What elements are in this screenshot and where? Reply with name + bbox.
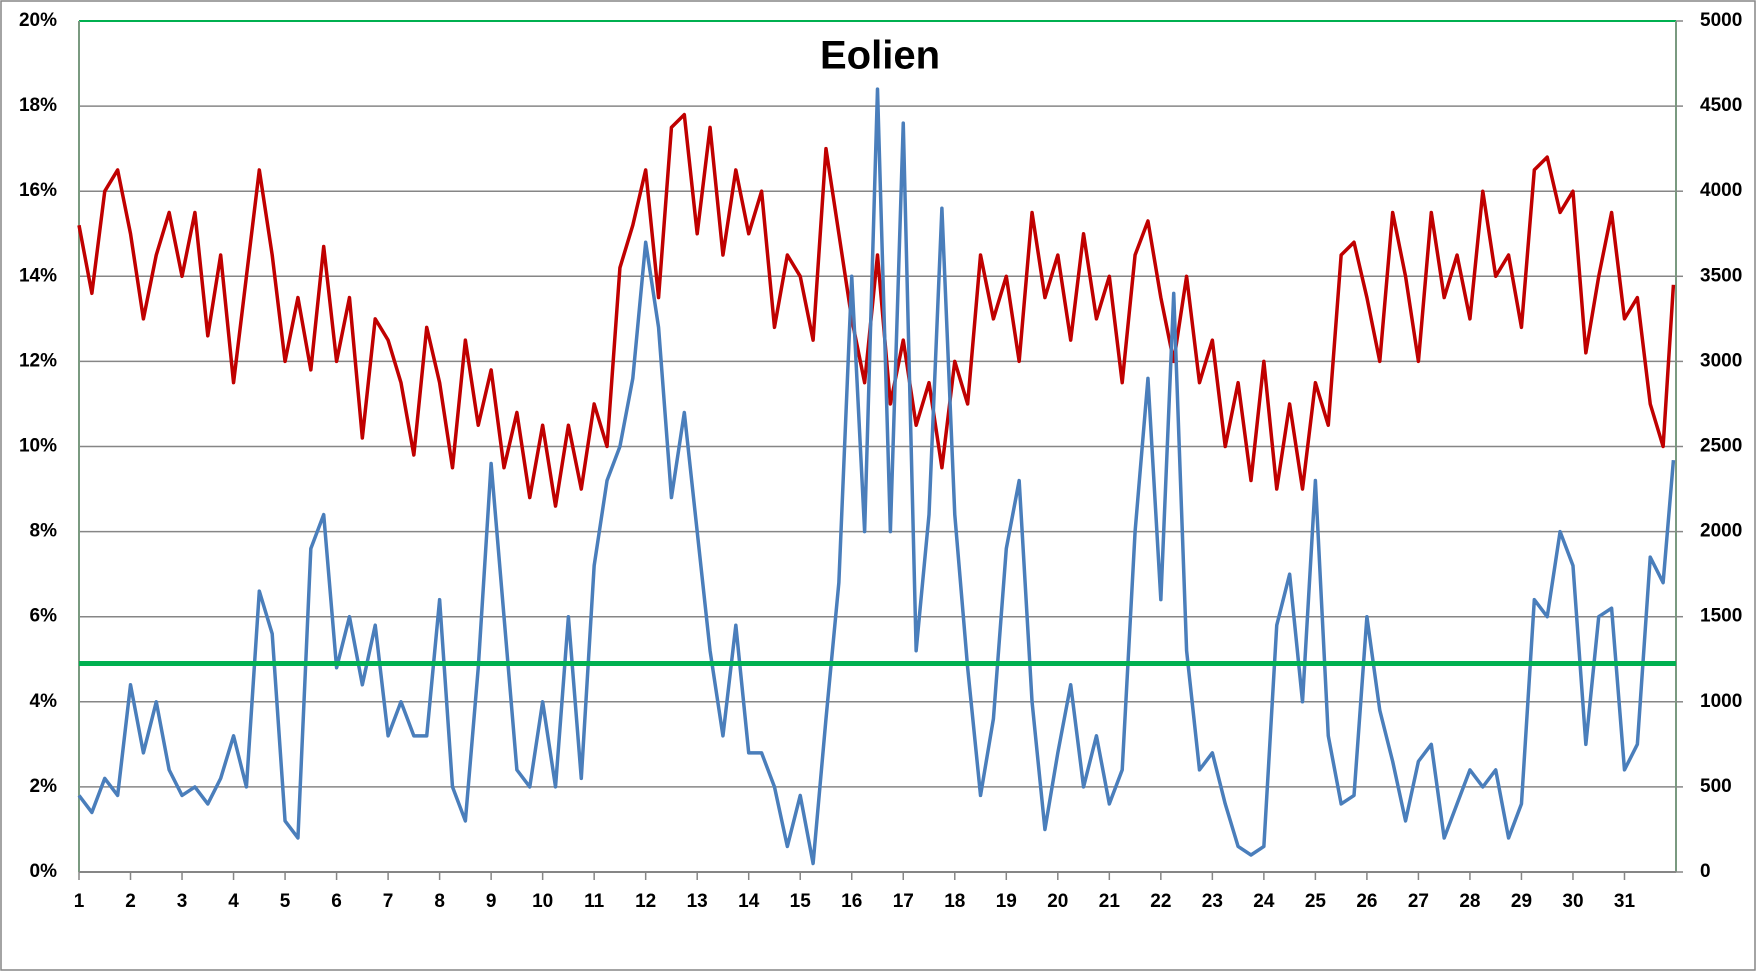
y-tick-label: 20% bbox=[19, 10, 57, 31]
x-tick-label: 25 bbox=[1305, 891, 1327, 912]
y2-tick-label: 4500 bbox=[1700, 95, 1742, 116]
y2-tick-label: 2500 bbox=[1700, 436, 1742, 457]
x-tick-label: 3 bbox=[177, 891, 188, 912]
y-tick-label: 16% bbox=[19, 180, 57, 201]
y2-tick-label: 1500 bbox=[1700, 606, 1742, 627]
x-tick-label: 29 bbox=[1511, 891, 1532, 912]
x-tick-label: 24 bbox=[1253, 891, 1275, 912]
y2-tick-label: 5000 bbox=[1700, 10, 1742, 31]
x-tick-label: 20 bbox=[1047, 891, 1068, 912]
x-tick-label: 21 bbox=[1099, 891, 1121, 912]
x-tick-label: 4 bbox=[228, 891, 239, 912]
x-tick-label: 11 bbox=[584, 891, 605, 912]
y2-tick-label: 1000 bbox=[1700, 691, 1742, 712]
y2-tick-label: 3000 bbox=[1700, 350, 1742, 371]
x-tick-label: 17 bbox=[893, 891, 914, 912]
x-tick-label: 27 bbox=[1408, 891, 1429, 912]
y2-tick-label: 4000 bbox=[1700, 180, 1742, 201]
x-tick-label: 22 bbox=[1150, 891, 1171, 912]
x-tick-label: 28 bbox=[1459, 891, 1480, 912]
x-tick-label: 14 bbox=[738, 891, 760, 912]
x-tick-label: 6 bbox=[331, 891, 342, 912]
y-tick-label: 0% bbox=[30, 861, 58, 882]
x-tick-label: 15 bbox=[790, 891, 812, 912]
x-tick-label: 13 bbox=[687, 891, 708, 912]
x-tick-label: 7 bbox=[383, 891, 394, 912]
y-tick-label: 18% bbox=[19, 95, 57, 116]
series-line bbox=[77, 112, 1676, 508]
y2-tick-label: 0 bbox=[1700, 861, 1711, 882]
x-tick-label: 19 bbox=[996, 891, 1017, 912]
chart-title: Eolien bbox=[820, 34, 940, 78]
x-tick-label: 18 bbox=[944, 891, 965, 912]
series-line bbox=[77, 87, 1676, 866]
x-tick-label: 5 bbox=[280, 891, 291, 912]
y-tick-label: 14% bbox=[19, 265, 57, 286]
y-tick-label: 12% bbox=[19, 350, 57, 371]
y-tick-label: 2% bbox=[30, 776, 58, 797]
x-tick-label: 26 bbox=[1356, 891, 1377, 912]
y-tick-label: 4% bbox=[30, 691, 58, 712]
y-tick-label: 6% bbox=[30, 606, 58, 627]
y-tick-label: 8% bbox=[30, 521, 58, 542]
y2-tick-label: 500 bbox=[1700, 776, 1732, 797]
x-tick-label: 31 bbox=[1614, 891, 1636, 912]
x-tick-label: 10 bbox=[532, 891, 553, 912]
x-tick-label: 9 bbox=[486, 891, 497, 912]
x-tick-label: 23 bbox=[1202, 891, 1223, 912]
y2-tick-label: 3500 bbox=[1700, 265, 1742, 286]
x-tick-label: 30 bbox=[1562, 891, 1583, 912]
x-tick-label: 16 bbox=[841, 891, 862, 912]
x-tick-label: 8 bbox=[434, 891, 445, 912]
y-tick-label: 10% bbox=[19, 436, 57, 457]
y2-tick-label: 2000 bbox=[1700, 521, 1742, 542]
x-tick-label: 2 bbox=[125, 891, 136, 912]
x-tick-label: 1 bbox=[74, 891, 85, 912]
x-tick-label: 12 bbox=[635, 891, 656, 912]
